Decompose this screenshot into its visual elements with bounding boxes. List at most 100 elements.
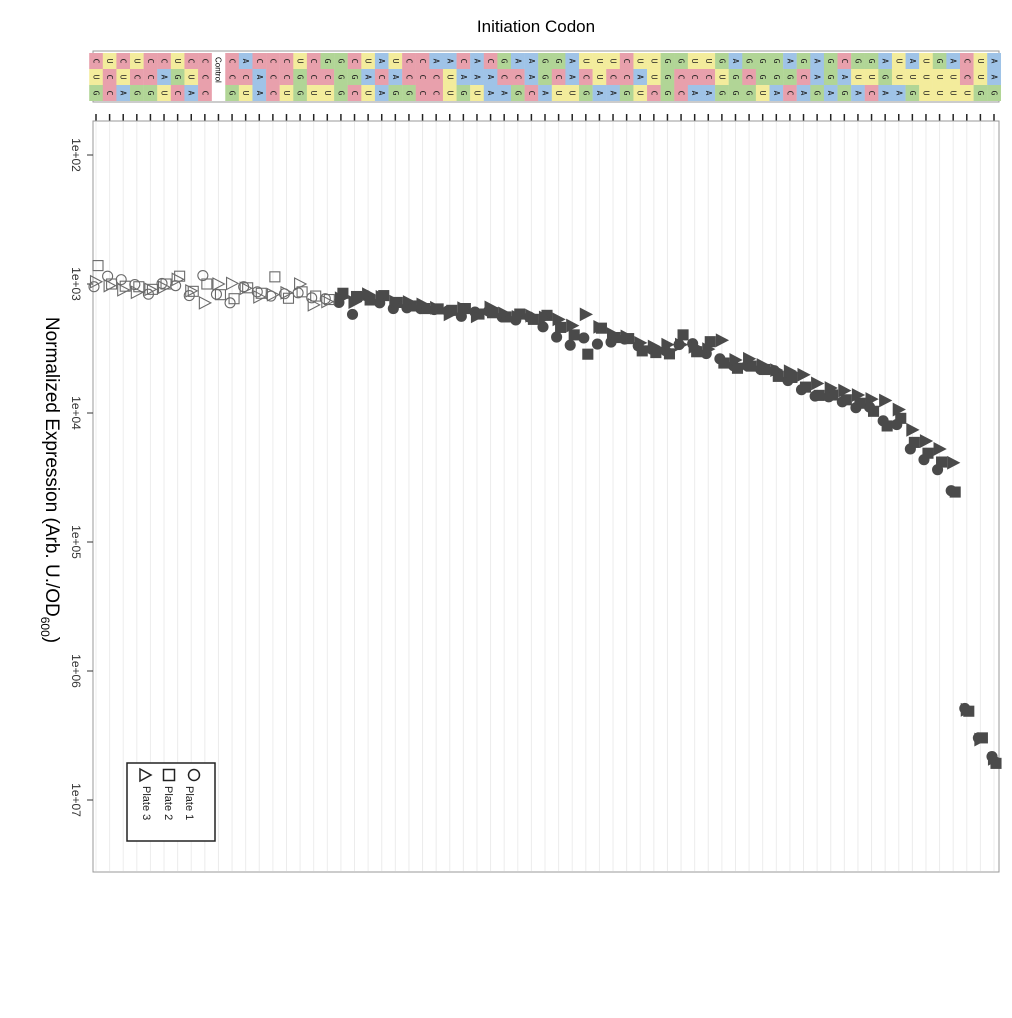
codon-cell bbox=[415, 85, 430, 101]
codon-cell bbox=[674, 85, 689, 101]
codon-cell bbox=[878, 69, 893, 85]
codon-letter: C bbox=[527, 91, 536, 96]
point-plate-3 bbox=[947, 455, 961, 470]
codon-letter: C bbox=[200, 75, 209, 80]
point-plate-1 bbox=[306, 292, 318, 304]
codon-cell bbox=[143, 53, 158, 69]
codon-cell bbox=[647, 69, 661, 85]
codon-letter: U bbox=[160, 91, 169, 96]
codon-letter: C bbox=[228, 59, 237, 64]
codon-cell bbox=[347, 69, 362, 85]
codon-letter: A bbox=[432, 59, 441, 64]
codon-letter: C bbox=[418, 59, 427, 64]
codon-tick-marks bbox=[95, 114, 995, 121]
codon-cell bbox=[170, 53, 185, 69]
codon-letter: C bbox=[200, 91, 209, 96]
codon-cell bbox=[279, 53, 294, 69]
codon-cell bbox=[402, 53, 416, 69]
codon-cell bbox=[429, 85, 444, 101]
gridlines bbox=[95, 122, 995, 871]
codon-letter: C bbox=[255, 59, 264, 64]
codon-cell bbox=[606, 85, 621, 101]
codon-letter: C bbox=[704, 75, 713, 80]
codon-cell bbox=[932, 85, 947, 101]
point-plate-3 bbox=[579, 307, 594, 322]
codon-cell bbox=[619, 69, 634, 85]
codon-cell bbox=[538, 69, 553, 85]
codon-letter: A bbox=[364, 75, 373, 80]
codon-cell bbox=[592, 53, 607, 69]
point-plate-2 bbox=[936, 456, 948, 468]
codon-letter: A bbox=[445, 59, 454, 64]
codon-cell bbox=[130, 53, 144, 69]
codon-cell bbox=[946, 53, 961, 69]
codon-cell bbox=[783, 85, 797, 101]
point-plate-3 bbox=[226, 276, 240, 291]
codon-cell bbox=[823, 85, 838, 101]
codon-cell bbox=[606, 53, 621, 69]
point-plate-3 bbox=[198, 295, 213, 310]
codon-letter: A bbox=[908, 59, 917, 64]
legend-square-marker bbox=[162, 768, 176, 782]
codon-cell bbox=[238, 53, 253, 69]
codon-cell bbox=[647, 53, 661, 69]
codon-cell bbox=[946, 69, 961, 85]
codon-letter: U bbox=[364, 91, 373, 96]
codon-cell bbox=[783, 53, 797, 69]
codon-cell bbox=[551, 85, 566, 101]
codon-cell bbox=[225, 53, 240, 69]
codon-letter: U bbox=[595, 75, 604, 80]
codon-letter: U bbox=[935, 75, 944, 80]
codon-cell bbox=[347, 85, 362, 101]
codon-letter: G bbox=[826, 75, 835, 80]
chart-title: Initiation Codon bbox=[477, 17, 595, 36]
codon-letter: A bbox=[500, 91, 509, 96]
codon-letter: G bbox=[336, 91, 345, 96]
plot-panel bbox=[92, 120, 1000, 873]
codon-letter: C bbox=[785, 91, 794, 96]
codon-letter: G bbox=[541, 59, 550, 64]
point-plate-3 bbox=[416, 297, 430, 312]
point-plate-3 bbox=[280, 285, 294, 300]
point-plate-1 bbox=[88, 281, 100, 293]
point-plate-3 bbox=[294, 277, 308, 291]
codon-cell bbox=[592, 69, 607, 85]
codon-cell bbox=[851, 85, 865, 101]
codon-letter: C bbox=[609, 75, 618, 80]
point-plate-2 bbox=[949, 486, 961, 498]
codon-cell bbox=[483, 69, 498, 85]
codon-letter: U bbox=[241, 91, 250, 96]
codon-letter: C bbox=[418, 91, 427, 96]
codon-cell bbox=[891, 85, 906, 101]
point-plate-3 bbox=[715, 333, 730, 348]
legend-box bbox=[126, 762, 216, 842]
codon-cell bbox=[891, 53, 906, 69]
point-plate-3 bbox=[144, 282, 158, 297]
codon-cell bbox=[306, 69, 321, 85]
codon-letter: C bbox=[241, 75, 250, 80]
codon-cell bbox=[388, 69, 403, 85]
point-plate-3 bbox=[185, 283, 199, 298]
codon-letter: A bbox=[160, 75, 169, 80]
codon-cell bbox=[334, 69, 348, 85]
codon-letter: G bbox=[758, 75, 767, 80]
codon-letter: U bbox=[921, 91, 930, 96]
codon-cell bbox=[184, 69, 199, 85]
codon-letter: G bbox=[336, 75, 345, 80]
codon-letter: U bbox=[976, 75, 985, 80]
codon-cell bbox=[579, 85, 593, 101]
codon-letter: A bbox=[527, 75, 536, 80]
codon-cell bbox=[402, 69, 416, 85]
point-plate-2 bbox=[568, 329, 580, 341]
legend-label-plate-3: Plate 3 bbox=[140, 786, 152, 820]
point-plate-3 bbox=[321, 294, 335, 309]
codon-cell bbox=[810, 53, 825, 69]
point-plate-2 bbox=[555, 321, 567, 333]
codon-cell bbox=[878, 53, 893, 69]
codon-letter: G bbox=[772, 59, 781, 64]
point-plate-2 bbox=[310, 290, 322, 302]
codon-letter: G bbox=[663, 91, 672, 96]
codon-letter: G bbox=[785, 75, 794, 80]
codon-letter: A bbox=[704, 91, 713, 96]
point-plate-3 bbox=[756, 358, 770, 372]
